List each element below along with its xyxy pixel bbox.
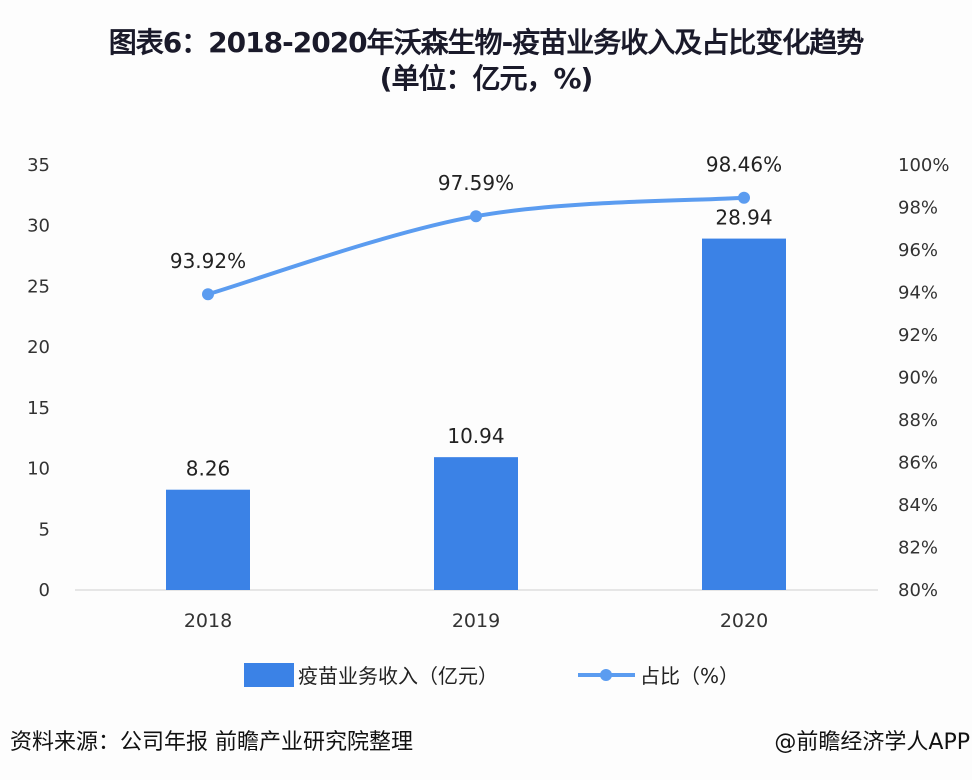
credit: @前瞻经济学人APP	[774, 730, 970, 755]
bar	[702, 238, 786, 591]
right-tick-label: 86%	[898, 453, 938, 474]
left-tick-label: 5	[39, 519, 50, 540]
left-tick-label: 10	[27, 459, 50, 480]
legend-bar-swatch	[244, 663, 294, 687]
chart-subtitle: (单位：亿元，%)	[379, 62, 594, 95]
left-tick-label: 20	[27, 337, 50, 358]
x-tick-label: 2018	[184, 610, 232, 632]
bar	[434, 457, 518, 590]
left-tick-label: 25	[27, 276, 50, 297]
left-tick-label: 0	[39, 580, 50, 601]
bar-data-label: 28.94	[715, 206, 772, 230]
chart-title: 图表6：2018-2020年沃森生物-疫苗业务收入及占比变化趋势	[108, 26, 865, 59]
right-tick-label: 90%	[898, 368, 938, 389]
bar-data-label: 8.26	[186, 457, 231, 481]
bar	[166, 489, 250, 590]
line-point	[202, 288, 214, 301]
line-data-label: 97.59%	[438, 171, 514, 195]
right-tick-label: 84%	[898, 495, 938, 516]
right-tick-label: 96%	[898, 240, 938, 261]
left-tick-label: 35	[27, 155, 50, 176]
source-note: 资料来源：公司年报 前瞻产业研究院整理	[10, 730, 413, 755]
legend-bar-label: 疫苗业务收入（亿元）	[298, 664, 498, 688]
right-tick-label: 100%	[898, 155, 949, 176]
right-tick-label: 88%	[898, 410, 938, 431]
left-tick-label: 15	[27, 398, 50, 419]
line-data-label: 93.92%	[170, 249, 246, 273]
line-point	[470, 210, 482, 223]
x-tick-label: 2020	[720, 610, 768, 632]
legend-line-marker	[600, 669, 612, 681]
bar-data-label: 10.94	[447, 424, 504, 448]
legend-line-label: 占比（%）	[640, 664, 739, 688]
right-tick-label: 94%	[898, 283, 938, 304]
right-tick-label: 92%	[898, 325, 938, 346]
x-tick-label: 2019	[452, 610, 500, 632]
right-tick-label: 80%	[898, 580, 938, 601]
left-tick-label: 30	[27, 216, 50, 237]
right-tick-label: 82%	[898, 538, 938, 559]
line-data-label: 98.46%	[706, 153, 782, 177]
line-point	[738, 191, 750, 204]
right-tick-label: 98%	[898, 198, 938, 219]
